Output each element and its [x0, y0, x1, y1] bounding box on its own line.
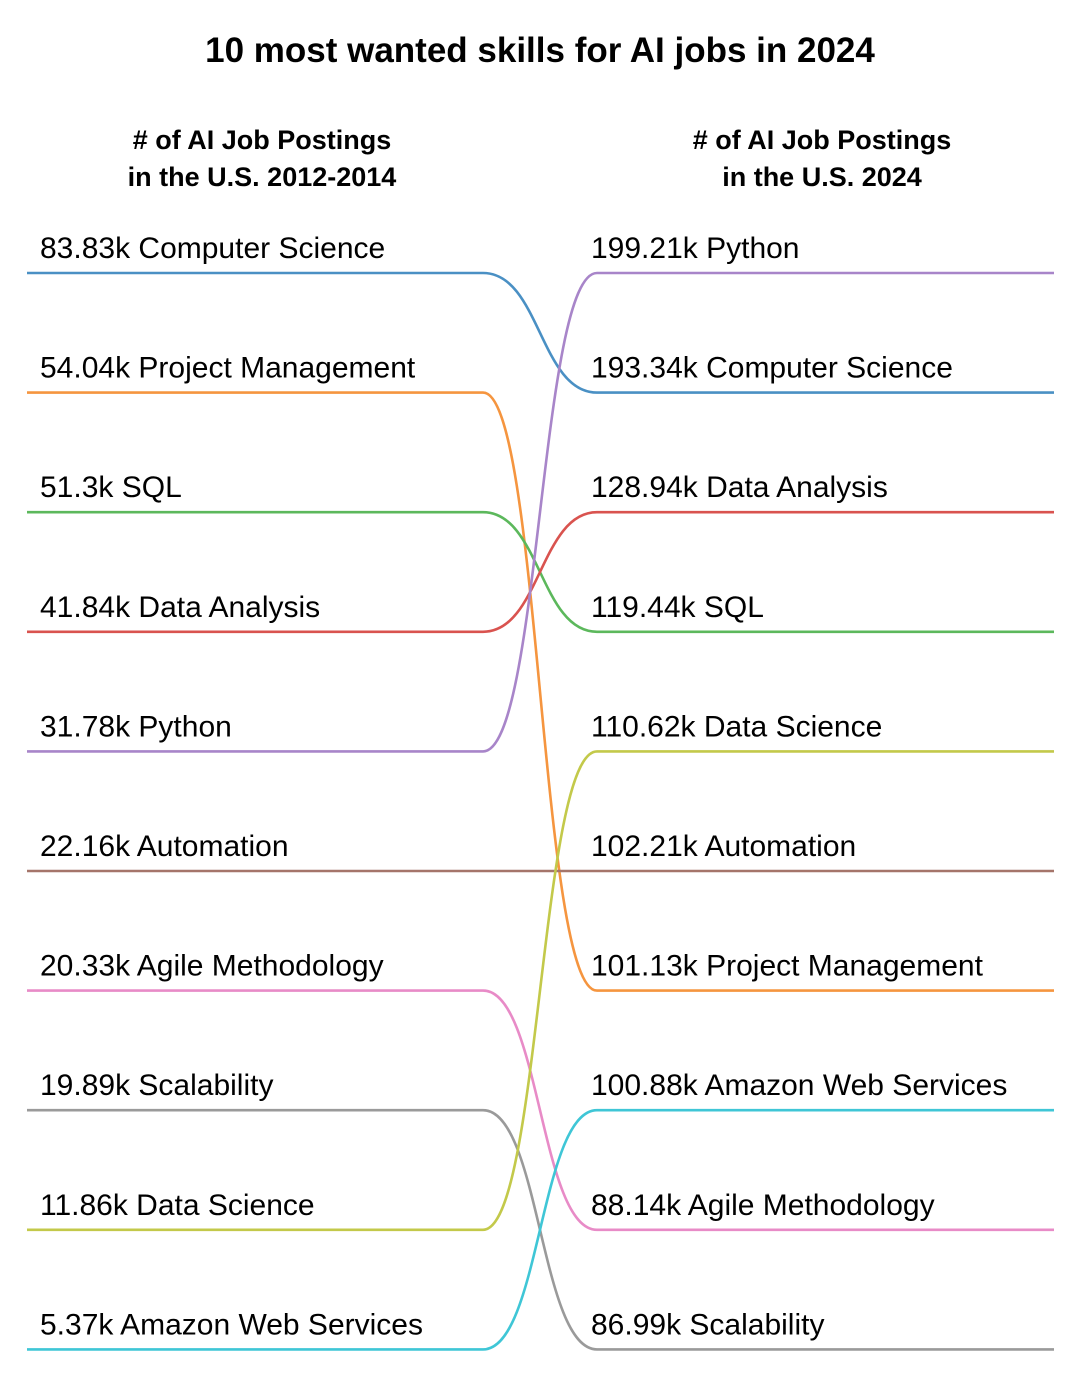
link-computer-science	[27, 271, 1054, 394]
link-data-science	[27, 750, 1054, 1232]
right-label-agile-methodology: 88.14k Agile Methodology	[591, 1189, 935, 1222]
right-label-automation: 102.21k Automation	[591, 830, 856, 863]
left-label-data-analysis: 41.84k Data Analysis	[40, 591, 320, 624]
connector-lines	[27, 271, 1054, 1351]
left-label-computer-science: 83.83k Computer Science	[40, 232, 385, 265]
link-agile-methodology	[27, 989, 1054, 1232]
row-labels: 83.83k Computer Science 54.04k Project Ma…	[40, 232, 1007, 1341]
link-amazon-web-services	[27, 1108, 1054, 1351]
link-data-analysis	[27, 510, 1054, 634]
right-label-scalability: 86.99k Scalability	[591, 1308, 824, 1341]
left-header-line1: # of AI Job Postings	[133, 125, 392, 155]
right-label-computer-science: 193.34k Computer Science	[591, 352, 953, 385]
right-label-data-science: 110.62k Data Science	[591, 710, 882, 743]
right-label-project-management: 101.13k Project Management	[591, 950, 984, 983]
chart-title: 10 most wanted skills for AI jobs in 202…	[205, 31, 875, 70]
left-label-project-management: 54.04k Project Management	[40, 352, 416, 385]
link-project-management	[27, 391, 1054, 992]
left-label-sql: 51.3k SQL	[40, 471, 182, 504]
left-label-amazon-web-services: 5.37k Amazon Web Services	[40, 1308, 423, 1341]
left-label-scalability: 19.89k Scalability	[40, 1069, 273, 1102]
right-label-amazon-web-services: 100.88k Amazon Web Services	[591, 1069, 1007, 1102]
right-label-data-analysis: 128.94k Data Analysis	[591, 471, 888, 504]
left-label-agile-methodology: 20.33k Agile Methodology	[40, 950, 384, 983]
right-label-sql: 119.44k SQL	[591, 591, 764, 624]
link-python	[27, 271, 1054, 753]
left-header-line2: in the U.S. 2012-2014	[128, 162, 397, 192]
left-label-automation: 22.16k Automation	[40, 830, 289, 863]
left-label-python: 31.78k Python	[40, 710, 232, 743]
right-header-line1: # of AI Job Postings	[693, 125, 952, 155]
right-header-line2: in the U.S. 2024	[722, 162, 922, 192]
left-label-data-science: 11.86k Data Science	[40, 1189, 315, 1222]
right-label-python: 199.21k Python	[591, 232, 800, 265]
